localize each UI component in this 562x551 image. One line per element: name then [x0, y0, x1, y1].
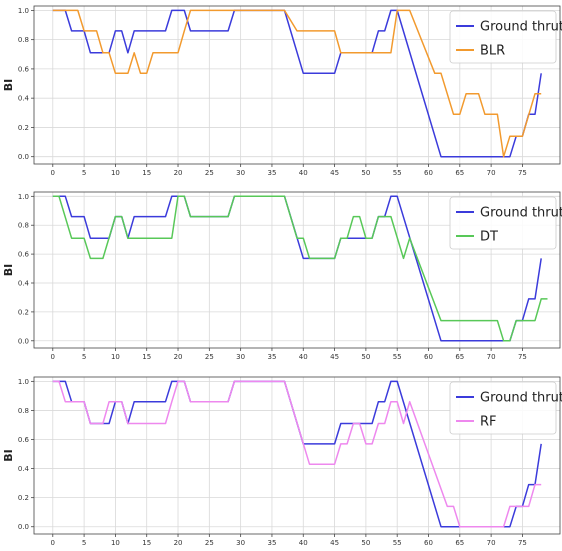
x-tick-label: 60 [424, 169, 433, 177]
x-tick-label: 75 [518, 353, 527, 361]
legend-box [449, 381, 557, 435]
series-line-2 [52, 380, 542, 528]
x-tick-label: 15 [142, 539, 151, 547]
x-tick-label: 45 [330, 169, 339, 177]
x-tick-label: 55 [393, 539, 402, 547]
axes-frame [33, 5, 561, 165]
legend-label-2: RF [480, 415, 497, 430]
chart-panel-1: 0 5 10 15 20 25 30 35 40 45 50 55 60 65 70 75 0.0 0.2 0.4 0… [2, 5, 562, 177]
x-tick-label: 60 [424, 539, 433, 547]
x-tick-label: 45 [330, 539, 339, 547]
y-tick-label: 0.0 [18, 523, 29, 531]
x-tick-label: 40 [299, 539, 308, 547]
x-tick-label: 75 [518, 539, 527, 547]
x-tick-label: 25 [205, 353, 214, 361]
x-tick-label: 10 [111, 539, 120, 547]
legend-label-1: Ground thruth [480, 206, 562, 221]
x-tick-label: 55 [393, 169, 402, 177]
x-tick-label: 50 [361, 169, 370, 177]
x-tick-label: 75 [518, 169, 527, 177]
x-tick-label: 10 [111, 353, 120, 361]
x-tick-label: 40 [299, 353, 308, 361]
legend-label-1: Ground thruth [480, 20, 562, 35]
y-tick-label: 0.6 [18, 436, 30, 444]
x-tick-label: 30 [236, 169, 245, 177]
y-tick-label: 0.2 [18, 124, 29, 132]
x-tick-label: 0 [51, 539, 55, 547]
x-tick-label: 70 [487, 539, 496, 547]
x-tick-label: 10 [111, 169, 120, 177]
x-tick-label: 25 [205, 539, 214, 547]
x-tick-label: 0 [51, 169, 55, 177]
y-tick-label: 0.4 [18, 465, 30, 473]
legend-label-1: Ground thruth [480, 391, 562, 406]
y-axis-label: BI [2, 449, 15, 461]
legend-label-2: DT [480, 230, 498, 245]
x-tick-label: 50 [361, 539, 370, 547]
x-tick-label: 65 [455, 169, 464, 177]
legend-label-2: BLR [480, 44, 505, 59]
y-tick-label: 0.8 [18, 407, 29, 415]
y-tick-label: 1.0 [18, 378, 29, 386]
axes-frame [33, 191, 561, 349]
x-tick-label: 5 [82, 539, 86, 547]
x-tick-label: 45 [330, 353, 339, 361]
legend: Ground thruth BLR [449, 10, 562, 64]
legend: Ground thruth DT [449, 196, 562, 250]
chart-panel-2: 0 5 10 15 20 25 30 35 40 45 50 55 60 65 70 75 0.0 0.2 0.4 0… [2, 191, 562, 361]
legend-box [449, 10, 557, 64]
x-tick-label: 35 [267, 539, 276, 547]
x-tick-label: 20 [174, 539, 183, 547]
x-tick-label: 55 [393, 353, 402, 361]
x-tick-label: 70 [487, 169, 496, 177]
x-tick-label: 20 [174, 353, 183, 361]
legend: Ground thruth RF [449, 381, 562, 435]
y-axis-label: BI [2, 264, 15, 276]
y-tick-label: 0.2 [18, 494, 29, 502]
series-line-2 [52, 195, 548, 342]
x-tick-label: 5 [82, 353, 86, 361]
x-tick-label: 15 [142, 169, 151, 177]
series-line-2 [52, 9, 542, 158]
x-tick-label: 60 [424, 353, 433, 361]
x-tick-label: 5 [82, 169, 86, 177]
y-tick-label: 0.2 [18, 308, 29, 316]
chart-panel-3: 0 5 10 15 20 25 30 35 40 45 50 55 60 65 70 75 0.0 0.2 0.4 0… [2, 376, 562, 547]
axes-frame [33, 376, 561, 535]
x-tick-label: 35 [267, 353, 276, 361]
legend-box [449, 196, 557, 250]
y-tick-label: 0.6 [18, 251, 30, 259]
y-tick-label: 0.8 [18, 36, 29, 44]
y-axis-label: BI [2, 79, 15, 91]
x-tick-label: 20 [174, 169, 183, 177]
x-tick-label: 65 [455, 539, 464, 547]
x-tick-label: 0 [51, 353, 55, 361]
x-tick-label: 35 [267, 169, 276, 177]
x-tick-label: 65 [455, 353, 464, 361]
x-tick-label: 70 [487, 353, 496, 361]
y-tick-label: 0.0 [18, 337, 29, 345]
x-tick-label: 30 [236, 353, 245, 361]
y-tick-label: 0.4 [18, 280, 30, 288]
x-tick-label: 30 [236, 539, 245, 547]
y-tick-label: 0.4 [18, 95, 30, 103]
x-tick-label: 50 [361, 353, 370, 361]
x-tick-label: 40 [299, 169, 308, 177]
y-tick-label: 1.0 [18, 193, 29, 201]
y-tick-label: 0.0 [18, 153, 29, 161]
y-tick-label: 1.0 [18, 7, 29, 15]
x-tick-label: 15 [142, 353, 151, 361]
y-tick-label: 0.6 [18, 65, 30, 73]
x-tick-label: 25 [205, 169, 214, 177]
y-tick-label: 0.8 [18, 222, 29, 230]
